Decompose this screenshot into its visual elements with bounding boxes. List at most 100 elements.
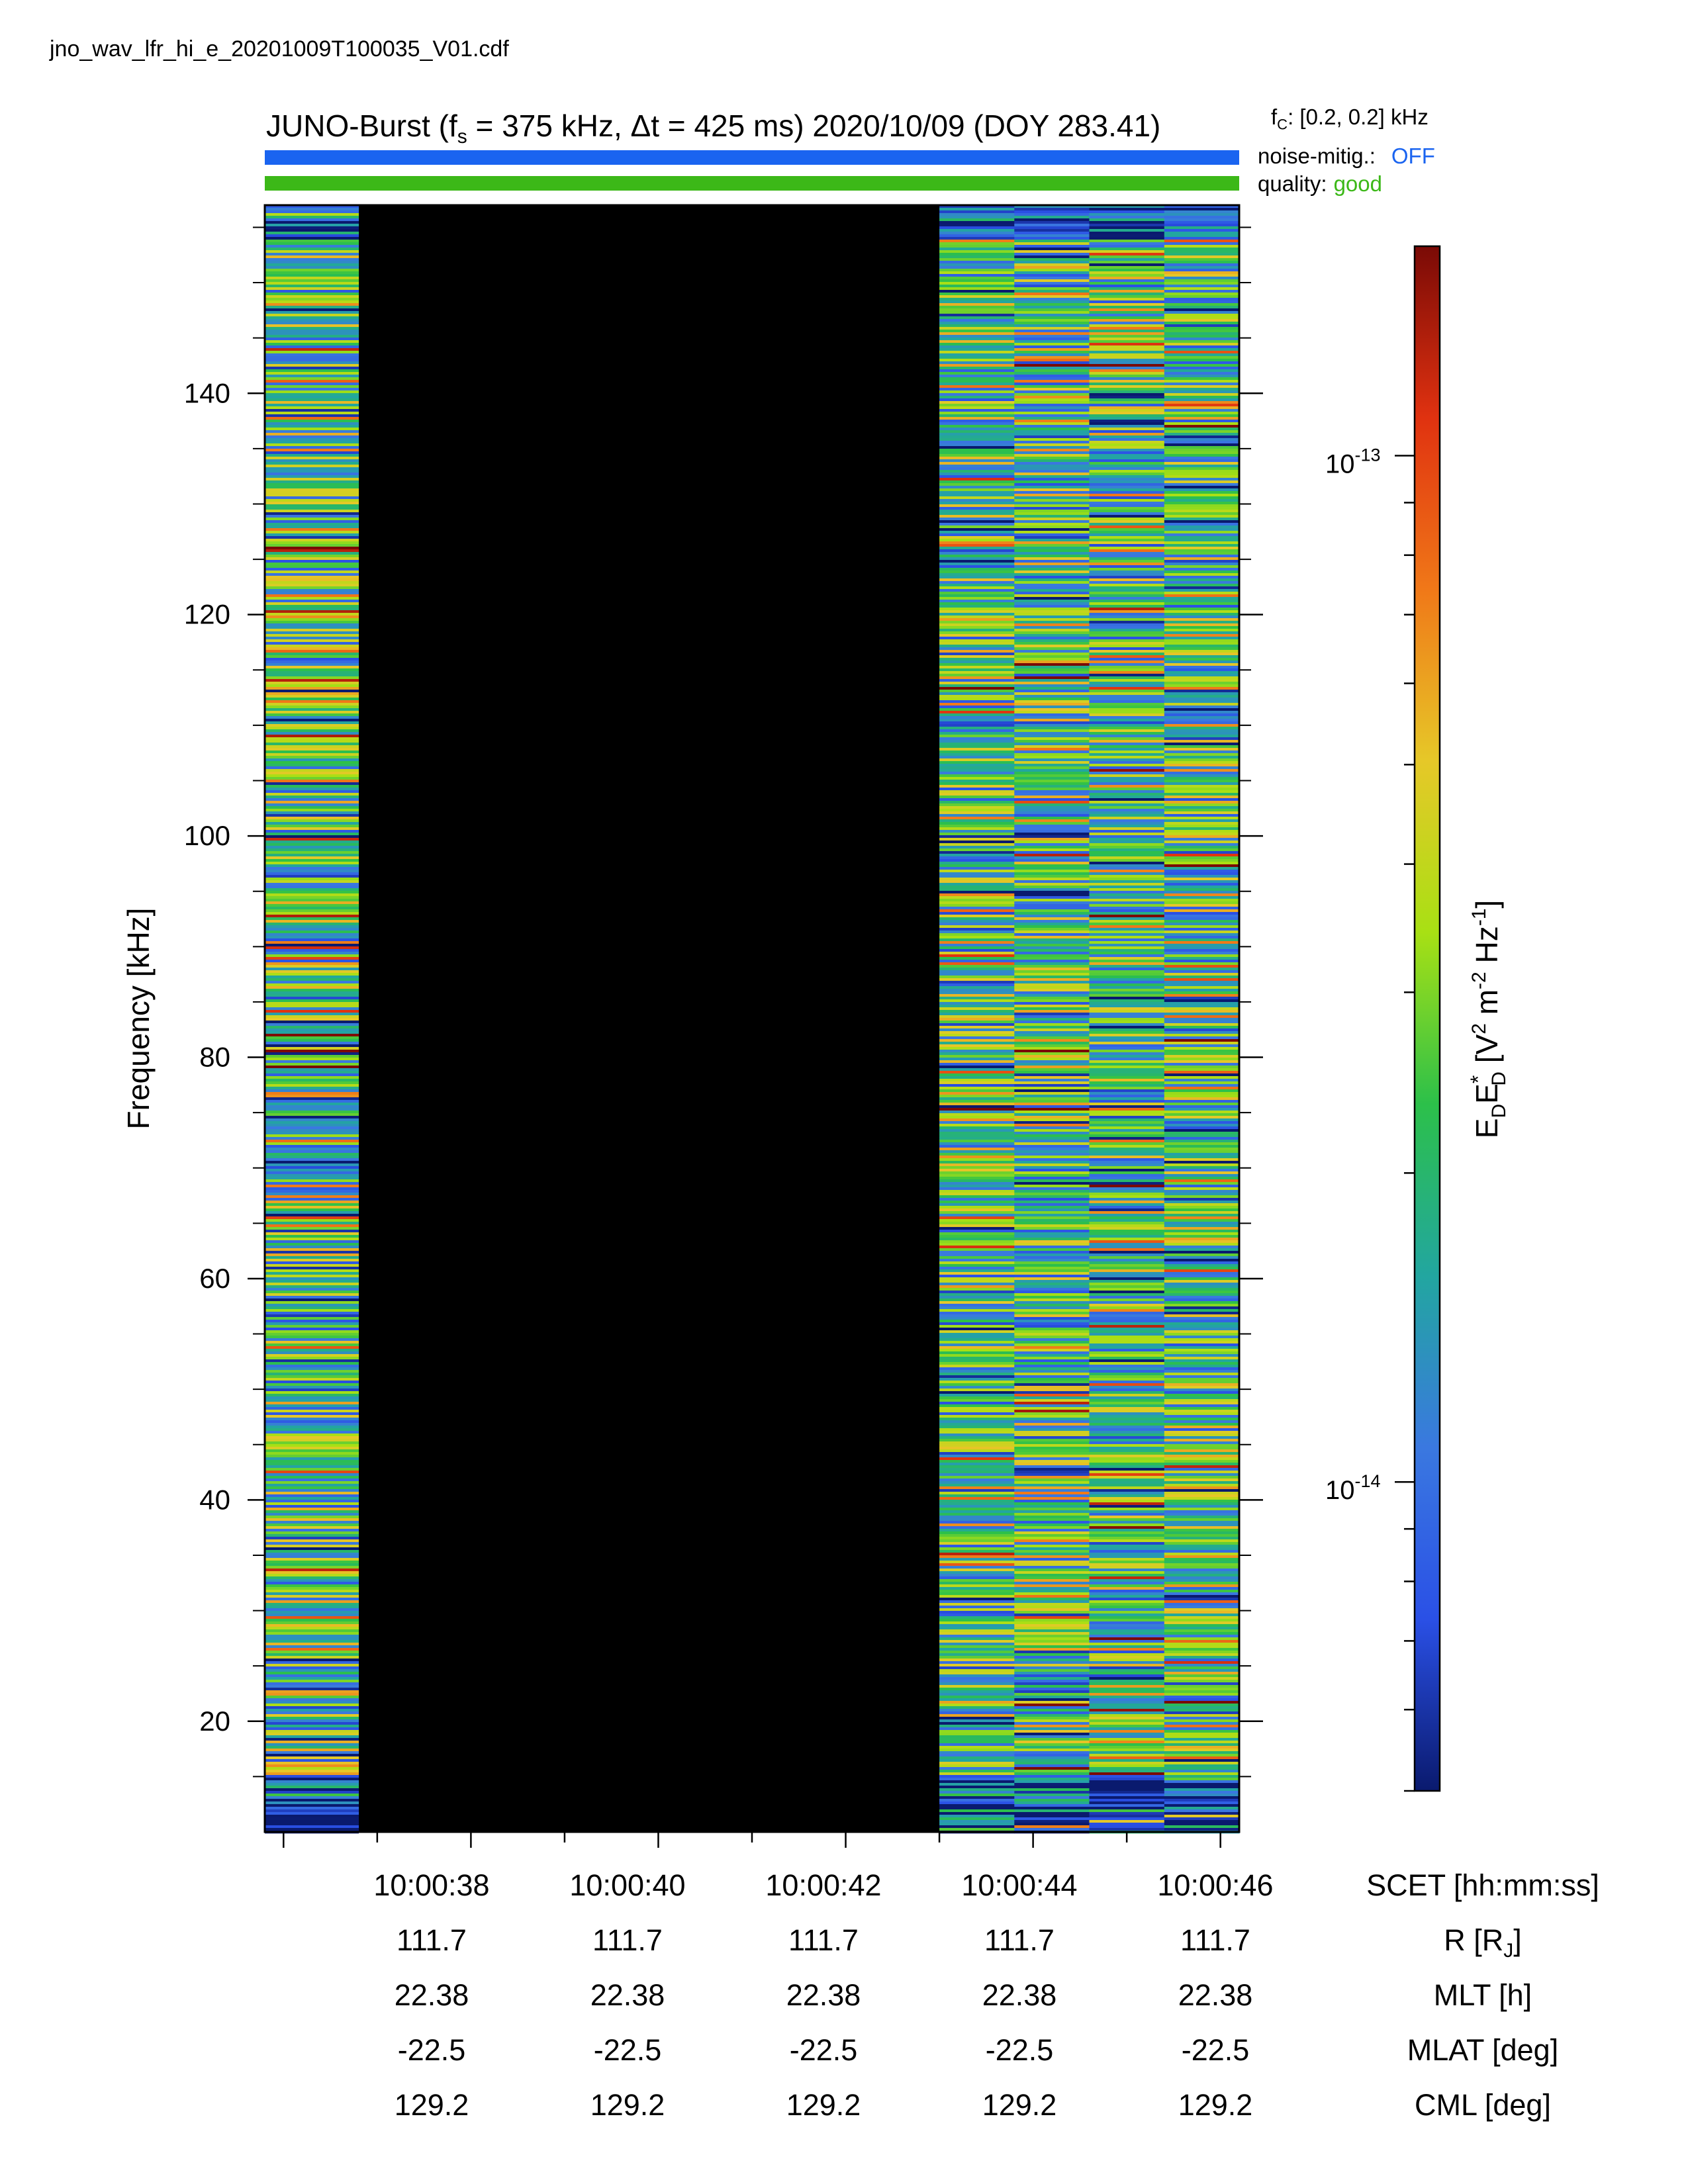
spectral-cell — [939, 724, 1015, 727]
spectral-cell — [265, 1031, 359, 1034]
ephemeris-table: 10:00:38 10:00:40 10:00:42 10:00:44 10:00:46… — [373, 1868, 1599, 2122]
spectral-cell — [1014, 666, 1090, 669]
spectral-cell — [1089, 901, 1165, 905]
spectral-cell — [939, 1103, 1015, 1106]
spectral-cell — [1164, 1042, 1240, 1045]
spectral-cell — [1089, 478, 1165, 481]
spectral-cell — [265, 1719, 359, 1723]
spectral-cell — [265, 735, 359, 738]
spectral-cell — [1164, 457, 1240, 460]
spectral-cell — [1014, 1182, 1090, 1185]
spectral-cell — [1089, 359, 1165, 362]
spectral-cell — [265, 1060, 359, 1064]
spectral-cell — [1089, 724, 1165, 727]
spectral-cell — [939, 520, 1015, 523]
spectral-cell — [1014, 1796, 1090, 1799]
spectral-cell — [1089, 1023, 1165, 1026]
spectral-cell — [265, 870, 359, 873]
spectral-cell — [1014, 1163, 1090, 1167]
spectral-cell — [265, 999, 359, 1003]
spectral-cell — [265, 1396, 359, 1400]
spectral-cell — [1089, 1428, 1165, 1432]
spectral-cell — [1014, 1391, 1090, 1394]
spectral-cell — [1089, 1256, 1165, 1259]
spectral-cell — [1089, 1704, 1165, 1707]
spectral-cell — [1089, 1730, 1165, 1733]
spectral-cell — [1164, 1333, 1240, 1336]
spectral-cell — [265, 536, 359, 539]
spectral-cell — [939, 547, 1015, 550]
spectral-cell — [1089, 912, 1165, 915]
spectral-cell — [1089, 1219, 1165, 1222]
spectral-cell — [265, 909, 359, 913]
spectral-cell — [939, 1767, 1015, 1770]
spectral-cell — [939, 1666, 1015, 1670]
spectral-cell — [1164, 1222, 1240, 1225]
spectral-cell — [1014, 454, 1090, 457]
spectral-cell — [1014, 1341, 1090, 1344]
spectral-cell — [265, 1468, 359, 1471]
spectral-cell — [265, 1314, 359, 1318]
spectral-cell — [265, 1489, 359, 1492]
spectral-cell — [939, 1423, 1015, 1426]
spectral-cell — [1014, 682, 1090, 685]
spectral-cell — [1089, 1481, 1165, 1484]
spectral-cell — [1089, 920, 1165, 923]
spectral-cell — [1089, 758, 1165, 762]
spectral-cell — [1089, 1378, 1165, 1381]
spectral-cell — [1164, 933, 1240, 936]
spectral-cell — [1164, 1055, 1240, 1058]
spectral-cell — [265, 1402, 359, 1405]
spectral-cell — [1089, 430, 1165, 433]
spectral-cell — [265, 560, 359, 563]
spectral-cell — [1089, 729, 1165, 733]
spectral-cell — [1164, 1351, 1240, 1355]
spectral-cell — [1089, 1105, 1165, 1109]
spectral-cell — [265, 467, 359, 471]
spectral-cell — [1014, 250, 1090, 253]
spectral-cell — [1089, 1351, 1165, 1355]
spectral-cell — [1014, 605, 1090, 608]
spectral-cell — [1089, 496, 1165, 500]
spectral-cell — [1164, 1534, 1240, 1537]
spectral-cell — [265, 1087, 359, 1090]
spectral-cell — [1089, 727, 1165, 730]
spectral-cell — [939, 878, 1015, 881]
spectral-cell — [1164, 409, 1240, 412]
spectral-cell — [939, 446, 1015, 449]
spectral-cell — [939, 1343, 1015, 1347]
spectral-cell — [1164, 848, 1240, 852]
spectral-cell — [1089, 1068, 1165, 1071]
spectral-cell — [1014, 319, 1090, 322]
spectral-cell — [1089, 766, 1165, 770]
spectral-cell — [265, 1505, 359, 1508]
spectral-cell — [265, 1105, 359, 1109]
spectral-cell — [265, 491, 359, 494]
spectral-cell — [939, 1195, 1015, 1199]
spectral-cell — [1089, 719, 1165, 722]
spectral-cell — [1089, 1156, 1165, 1159]
spectral-cell — [1164, 504, 1240, 508]
spectral-cell — [265, 1455, 359, 1458]
spectral-cell — [1014, 1457, 1090, 1461]
spectral-cell — [265, 555, 359, 558]
spectral-cell — [1014, 1333, 1090, 1336]
spectral-cell — [939, 306, 1015, 309]
spectral-cell — [939, 438, 1015, 441]
spectral-cell — [939, 1502, 1015, 1506]
spectral-cell — [1014, 1423, 1090, 1426]
spectral-cell — [1164, 584, 1240, 587]
spectral-cell — [265, 240, 359, 243]
spectral-cell — [1089, 1208, 1165, 1212]
spectral-cell — [265, 899, 359, 902]
spectral-cell — [1089, 1624, 1165, 1627]
spectral-cell — [1089, 999, 1165, 1003]
spectral-cell — [1089, 555, 1165, 558]
spectral-cell — [265, 1198, 359, 1201]
spectral-cell — [1014, 1235, 1090, 1238]
spectral-cell — [939, 1656, 1015, 1659]
spectral-cell — [1164, 1619, 1240, 1622]
spectral-cell — [1014, 1794, 1090, 1797]
spectral-cell — [1014, 353, 1090, 357]
spectral-cell — [1014, 1656, 1090, 1659]
